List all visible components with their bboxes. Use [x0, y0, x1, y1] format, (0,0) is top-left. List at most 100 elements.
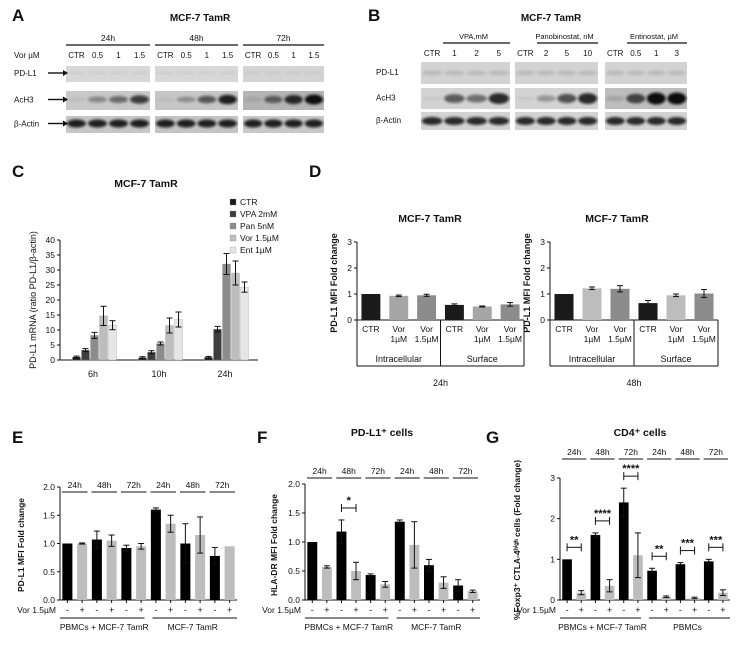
chartD2-category-label: 1.5µM	[608, 334, 632, 344]
chartD2-y-tick-label: 1	[540, 289, 545, 299]
chartF-bar	[321, 566, 332, 600]
blot-a-band	[197, 95, 217, 104]
chartD2-category-label: CTR	[555, 324, 572, 334]
blot-b-band	[444, 94, 465, 103]
blot-a-band	[304, 94, 323, 105]
blot-a-band	[244, 119, 263, 128]
chartG-treatment-mark: +	[664, 605, 669, 615]
blot-a-band	[264, 71, 283, 75]
blot-a-title: MCF-7 TamR	[170, 13, 231, 24]
chartG-vor-label: Vor 1.5µM	[517, 605, 556, 615]
blot-b-band	[488, 93, 510, 104]
chartD2-bar	[638, 303, 658, 320]
chartG-sig-label: ****	[594, 508, 612, 520]
chartF-y-tick-label: 0.5	[288, 566, 300, 576]
chart-c-legend-label: Ent 1µM	[240, 245, 272, 255]
blot-a-vor-label: Vor µM	[14, 51, 40, 60]
blot-b-title: MCF-7 TamR	[521, 13, 582, 24]
chartE-y-tick-label: 0.0	[43, 595, 55, 605]
chart-c-legend-swatch	[229, 246, 237, 254]
blot-a-row-label: AcH3	[14, 96, 34, 105]
blot-b-band	[557, 70, 577, 76]
blot-a-row-label: β-Actin	[14, 120, 39, 129]
blot-b-lane-label: CTR	[424, 49, 441, 58]
blot-a-lane-bg	[155, 116, 238, 133]
chartE-y-tick-label: 1.0	[43, 539, 55, 549]
blot-b-lane-label: 1	[452, 49, 457, 58]
chart-c-y-tick-label: 5	[50, 340, 55, 350]
chartD2-group-label: Intracellular	[569, 354, 616, 364]
chartF-treatment-mark: +	[353, 605, 358, 615]
chartG-treatment-mark: -	[707, 605, 710, 615]
blot-a-lane-label: 1.5	[134, 51, 146, 60]
chartF-bar	[438, 582, 449, 600]
chartG-bar	[618, 502, 629, 600]
blot-b-band	[646, 92, 666, 105]
blot-a-band	[284, 94, 303, 105]
blot-a-band	[176, 119, 196, 128]
chartE-time-label: 24h	[156, 480, 170, 490]
chartG-bar	[661, 596, 672, 600]
chartG-bar	[718, 592, 728, 600]
blot-a-band	[218, 119, 237, 128]
chartF-bar	[394, 521, 405, 600]
blot-b-band	[421, 117, 443, 125]
blot-a-band	[109, 71, 128, 75]
blot-b-band	[626, 70, 646, 76]
panel-letter-b: B	[368, 6, 381, 25]
chartF-treatment-mark: -	[457, 605, 460, 615]
chartE-y-tick-label: 0.5	[43, 567, 55, 577]
chartD2-category-label: Vor	[698, 324, 711, 334]
chartG-sig-label: ***	[709, 534, 723, 546]
chartD1-ylabel: PD-L1 MFI Fold change	[329, 233, 339, 333]
chartG-treatment-mark: -	[622, 605, 625, 615]
panel-letter-d: D	[309, 162, 322, 181]
blot-b-row-label: AcH3	[376, 94, 396, 103]
chartE-treatment-mark: -	[184, 605, 187, 615]
chartE-bar	[150, 509, 161, 600]
chartD1-category-label: 1µM	[390, 334, 407, 344]
blot-a-band	[218, 71, 237, 75]
blot-b-lane-label: 10	[583, 49, 592, 58]
blot-b-row-label: PD-L1	[376, 68, 399, 77]
chartE-bar	[77, 543, 88, 600]
chart-c-category-label: 24h	[217, 369, 232, 379]
chartE-bar	[121, 548, 132, 600]
chartD2-y-tick-label: 3	[540, 237, 545, 247]
blot-a-band	[244, 97, 263, 102]
blot-a-time-24h: 24h	[101, 33, 115, 43]
blot-a-lane-label: 0.5	[181, 51, 193, 60]
chartG-group-label: PBMCs	[673, 622, 702, 632]
blot-a-lane-label: 1	[205, 51, 210, 60]
blot-b-band	[488, 70, 510, 76]
blot-a-band	[67, 119, 86, 128]
chart-c-title: MCF-7 TamR	[114, 178, 178, 190]
chartD1-bar	[361, 294, 381, 320]
chartG-group-label: PBMCs + MCF-7 TamR	[558, 622, 647, 632]
blot-a-band	[156, 97, 175, 102]
blot-a-band	[284, 119, 303, 128]
chartE-bar	[224, 546, 235, 600]
chartF-bar	[336, 531, 347, 600]
blot-b-band	[646, 117, 666, 125]
chartD2-bar	[582, 288, 602, 320]
chartD2-y-tick-label: 0	[540, 315, 545, 325]
blot-a-band	[304, 119, 323, 128]
blot-b-band	[444, 70, 465, 76]
chartF-bar	[351, 571, 361, 600]
blot-a-band	[264, 119, 283, 128]
chartF-bar	[467, 591, 478, 600]
blot-a-lane-label: 0.5	[268, 51, 280, 60]
chartE-bar	[209, 555, 220, 600]
chartF-treatment-mark: +	[412, 605, 417, 615]
chartE-treatment-mark: -	[66, 605, 69, 615]
blot-b-lane-label: 3	[675, 49, 680, 58]
western-blot-panels: MCF-7 TamR MCF-7 TamR 24h CTR 0.5 1 1.5 48h CTR 0…	[14, 13, 687, 133]
blot-b-band	[515, 96, 535, 101]
chartF-time-label: 24h	[312, 466, 326, 476]
chartG-treatment-mark: +	[635, 605, 640, 615]
chartF-bar	[307, 542, 318, 600]
chartD2-category-label: Vor	[670, 324, 683, 334]
blot-b-lane-label: 0.5	[630, 49, 642, 58]
chartG-bar	[576, 592, 587, 600]
